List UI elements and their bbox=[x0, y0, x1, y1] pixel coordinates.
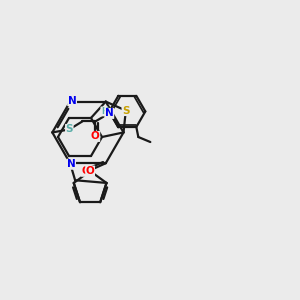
Text: N: N bbox=[68, 96, 76, 106]
Text: H: H bbox=[101, 107, 108, 116]
Text: N: N bbox=[67, 159, 76, 169]
Text: O: O bbox=[86, 166, 94, 176]
Text: O: O bbox=[81, 166, 90, 176]
Text: S: S bbox=[66, 124, 73, 134]
Text: S: S bbox=[122, 106, 130, 116]
Text: O: O bbox=[91, 131, 100, 141]
Text: N: N bbox=[105, 108, 114, 118]
